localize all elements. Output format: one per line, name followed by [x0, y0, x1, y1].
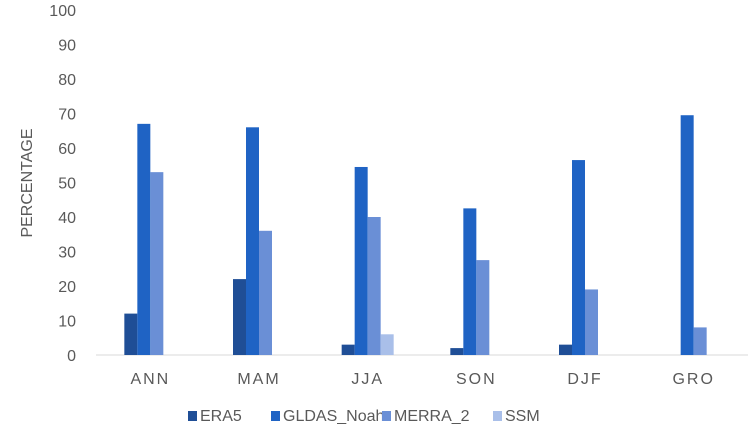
- y-tick-label: 10: [58, 314, 76, 331]
- legend-swatch-merra_2: [382, 411, 391, 421]
- x-category-label: SON: [456, 371, 497, 388]
- bar-era5-son: [450, 348, 464, 355]
- x-category-label: GRO: [672, 371, 714, 388]
- bar-era5-djf: [559, 344, 572, 355]
- y-tick-label: 0: [67, 348, 76, 365]
- x-category-label: ANN: [130, 371, 170, 388]
- legend-label: ERA5: [200, 408, 242, 425]
- legend-label: GLDAS_Noah: [283, 408, 384, 425]
- legend: ERA5 GLDAS_Noah MERRA_2 SSM: [188, 408, 540, 425]
- bar-merra_2-ann: [150, 172, 164, 355]
- x-category-label: DJF: [567, 371, 602, 388]
- legend-swatch-gldas_noah: [271, 411, 280, 421]
- bar-gldas_noah-ann: [137, 123, 151, 355]
- y-tick-label: 50: [58, 176, 76, 193]
- y-tick-label: 80: [58, 72, 76, 89]
- y-tick-label: 30: [58, 245, 76, 262]
- bar-gldas_noah-mam: [246, 127, 259, 355]
- bar-gldas_noah-gro: [680, 115, 694, 355]
- bar-merra_2-gro: [693, 327, 707, 355]
- bar-ssm-jja: [380, 334, 394, 355]
- bar-era5-ann: [124, 313, 138, 355]
- legend-swatch-era5: [188, 411, 197, 421]
- y-tick-label: 90: [58, 38, 76, 55]
- bar-era5-mam: [233, 279, 246, 355]
- x-category-label: JJA: [351, 371, 384, 388]
- y-tick-label: 20: [58, 279, 76, 296]
- legend-swatch-ssm: [493, 411, 502, 421]
- bars: [124, 115, 707, 355]
- y-tick-label: 40: [58, 210, 76, 227]
- bar-gldas_noah-jja: [354, 166, 368, 355]
- legend-label: MERRA_2: [394, 408, 470, 425]
- y-axis-ticks: 0 10 20 30 40 50 60 70 80 90 100: [49, 3, 76, 365]
- y-tick-label: 100: [49, 3, 76, 20]
- bar-gldas_noah-djf: [572, 160, 585, 355]
- bar-merra_2-jja: [367, 217, 381, 355]
- bar-gldas_noah-son: [463, 208, 477, 355]
- legend-label: SSM: [505, 408, 540, 425]
- y-axis-label: PERCENTAGE: [19, 128, 36, 237]
- x-category-label: MAM: [237, 371, 280, 388]
- bar-merra_2-son: [476, 260, 490, 355]
- x-axis-categories: ANN MAM JJA SON DJF GRO: [130, 371, 714, 388]
- y-tick-label: 70: [58, 107, 76, 124]
- y-tick-label: 60: [58, 141, 76, 158]
- bar-era5-jja: [341, 344, 355, 355]
- bar-merra_2-mam: [259, 230, 272, 355]
- bar-merra_2-djf: [585, 289, 598, 355]
